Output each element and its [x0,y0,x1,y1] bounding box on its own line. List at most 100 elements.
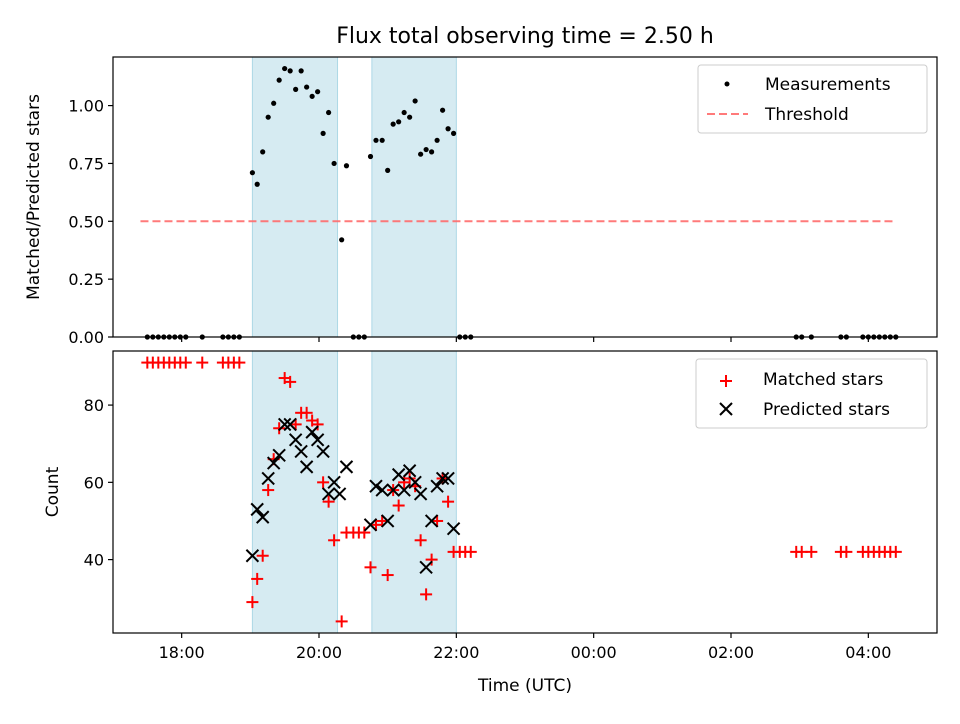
matched-star-point [335,615,348,628]
predicted-star-point [283,417,297,432]
top-ytick-label: 0.00 [68,328,104,347]
matched-star-point [273,422,286,435]
predicted-star-point [402,464,417,478]
measurement-point [407,114,413,120]
measurement-point [401,109,407,116]
top-panel: 0.00 0.25 0.50 0.75 1.00 Matched/Predicted s… [24,56,938,347]
measurement-point [326,109,332,116]
top-ytick-label: 0.75 [68,154,104,173]
predicted-star-point [250,502,264,517]
predicted-star-point [305,425,319,439]
matched-star-point [256,549,269,562]
predicted-star-point [332,487,347,501]
measurement-point [418,151,424,157]
matched-star-point [420,588,433,601]
predicted-star-point [441,471,455,486]
measurement-point [309,93,315,99]
predicted-star-point [245,549,260,563]
matched-star-point [376,514,389,527]
bottom-xtick-label: 00:00 [571,643,617,662]
measurement-point [367,153,374,160]
matched-star-point [289,418,302,431]
matched-star-point [431,514,444,527]
predicted-star-point [408,475,422,490]
bottom-legend-box [695,358,928,429]
top-series-layer [140,65,899,340]
matched-star-point [196,356,209,369]
top-ytick-label: 0.25 [68,270,104,289]
matched-star-point [311,418,324,431]
measurement-point [260,149,266,155]
bottom-ylabel: Count [43,466,63,517]
predicted-star-point [277,417,292,432]
predicted-star-point [288,433,303,447]
matched-star-point [392,499,405,512]
predicted-star-point [446,521,461,536]
legend-matched-label: Matched stars [763,370,883,390]
measurement-point [254,181,260,187]
top-legend: Measurements Threshold [697,64,928,134]
matched-star-point [805,545,818,558]
predicted-star-point [294,444,308,459]
measurement-point [304,84,310,90]
bottom-ytick-label: 40 [84,551,104,570]
bottom-xtick-label: 04:00 [845,643,891,662]
legend-measurements-marker [724,81,730,87]
predicted-star-point [272,448,286,463]
predicted-star-point [413,487,428,501]
matched-star-point [328,534,341,547]
predicted-star-point [375,483,389,497]
matched-star-point [425,553,438,566]
predicted-star-point [424,514,439,528]
measurement-point [390,121,396,127]
measurement-point [276,77,282,83]
matched-star-point [464,545,477,558]
bottom-legend: Matched stars Predicted stars [695,358,928,429]
bottom-shaded-interval [251,350,339,634]
predicted-star-point [299,460,314,474]
matched-star-point [369,518,382,531]
measurement-point [339,237,345,243]
matched-star-point [840,545,853,558]
predicted-star-point [316,444,330,459]
predicted-star-point [369,479,383,493]
top-ytick-label: 0.50 [68,212,104,231]
bottom-xtick-label: 02:00 [708,643,754,662]
matched-star-point [246,596,259,609]
measurement-point [445,126,451,132]
bottom-panel: 40 60 80 18:00 20:00 22:00 00:00 02:00 04:00 Co… [43,350,938,696]
top-axes-frame [112,56,938,338]
bottom-xtick-label: 18:00 [159,643,205,662]
legend-measurements-label: Measurements [765,75,891,95]
measurement-point [331,160,337,167]
matched-star-point [262,484,275,497]
matched-star-point [889,545,902,558]
measurement-point [249,170,255,176]
matched-star-point [442,495,455,508]
bottom-series-layer [141,356,902,628]
matched-star-point [358,526,371,539]
matched-star-point [233,356,246,369]
top-legend-box [697,64,928,134]
top-xticks [181,337,869,342]
predicted-star-point [386,483,400,497]
measurement-point [320,130,326,136]
predicted-star-point [391,467,406,482]
bottom-axes-frame [112,350,938,634]
measurement-point [385,167,391,173]
measurement-point [450,130,457,136]
predicted-star-point [430,479,444,493]
measurement-point [293,86,299,92]
matched-star-point [284,375,297,388]
measurement-point [315,89,321,95]
matched-star-point [403,472,416,485]
predicted-star-point [363,518,378,532]
bottom-xticks: 18:00 20:00 22:00 00:00 02:00 04:00 [159,633,891,662]
measurement-point [396,119,402,125]
bottom-ytick-label: 60 [84,473,104,492]
measurement-point [343,163,350,169]
measurement-point [287,68,293,74]
top-ytick-label: 1.00 [68,97,104,116]
predicted-star-point [255,510,270,524]
legend-predicted-label: Predicted stars [763,400,890,420]
